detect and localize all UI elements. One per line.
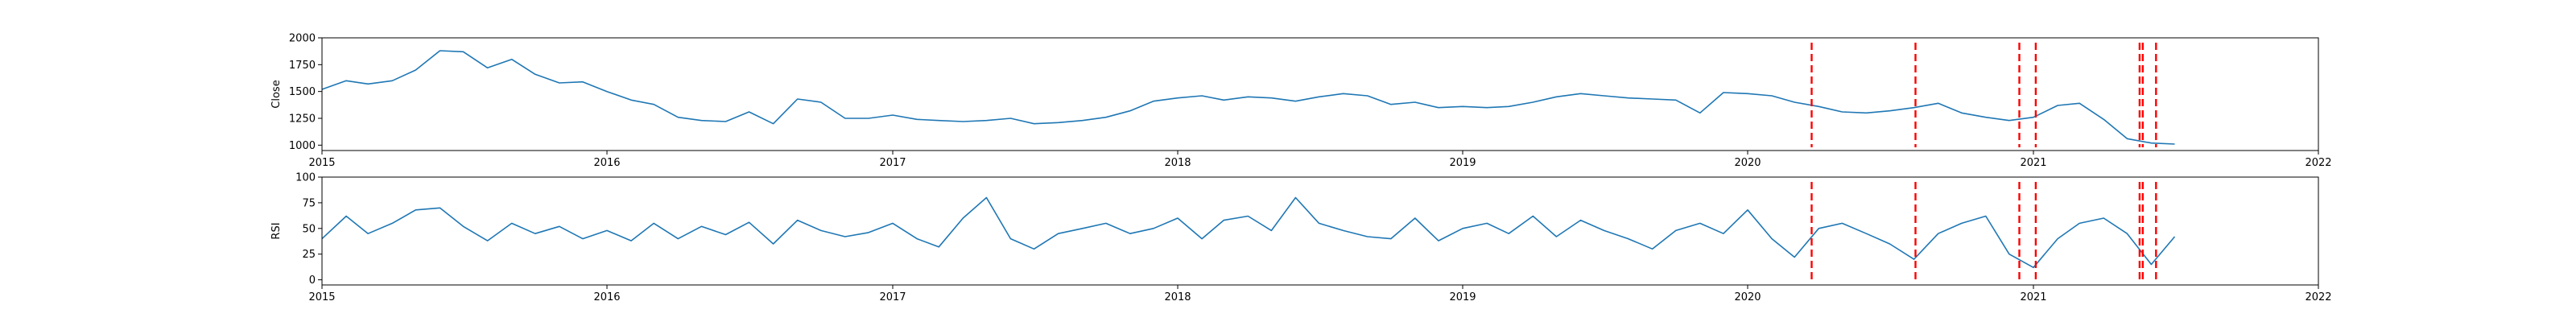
panel-2-x-tick-label: 2015 [308, 291, 335, 303]
panel-1-x-tick-label: 2021 [2020, 157, 2046, 169]
panel-1-y-tick-label: 1500 [289, 86, 316, 98]
panel-2-x-tick-label: 2017 [879, 291, 906, 303]
panel-2-x-tick-label: 2016 [593, 291, 620, 303]
panel-2-y-tick-label: 50 [302, 223, 316, 235]
panel-2-x-tick-label: 2020 [1734, 291, 1761, 303]
panel-1-y-tick-label: 1250 [289, 113, 316, 126]
panel-2-y-tick-label: 0 [309, 274, 316, 287]
panel-2-axes-frame [321, 176, 2319, 286]
panel-1-y-tick-label: 1750 [289, 60, 316, 72]
panel-1: 2015 2016 2017 2018 2019 2020 2021 2022 1000 1250… [270, 33, 2332, 170]
panel-2-y-tick-label: 75 [302, 197, 316, 209]
panel-2-x-tick-label: 2019 [1449, 291, 1476, 303]
panel-1-x-tick-label: 2020 [1734, 157, 1761, 169]
panel-1-x-tick-label: 2015 [308, 157, 335, 169]
panel-2-x-tick-label: 2021 [2020, 291, 2046, 303]
panel-2-x-tick-label: 2018 [1164, 291, 1191, 303]
panel-1-y-tick-label: 2000 [289, 33, 316, 45]
panel-1-series-line [321, 50, 2175, 145]
panel-1-x-tick-label: 2018 [1164, 157, 1191, 169]
panel-1-x-tick-label: 2017 [879, 157, 906, 169]
panel-1-x-tick-label: 2016 [593, 157, 620, 169]
panel-2-x-tick-label: 2022 [2305, 291, 2331, 303]
panel-1-y-tick-label: 1000 [289, 140, 316, 152]
panel-2-y-tick-label: 25 [302, 249, 316, 261]
panel-2: 2015 2016 2017 2018 2019 2020 2021 2022 0 25 50 75 1… [270, 172, 2332, 304]
panel-2-y-axis-label: RSI [270, 222, 283, 239]
panel-1-x-tick-label: 2022 [2305, 157, 2331, 169]
panel-1-axes-frame [321, 37, 2319, 151]
panel-2-series-line [321, 196, 2176, 269]
panel-1-x-tick-label: 2019 [1449, 157, 1476, 169]
panel-2-y-tick-label: 100 [295, 172, 316, 184]
panel-1-y-axis-label: Close [270, 80, 283, 108]
